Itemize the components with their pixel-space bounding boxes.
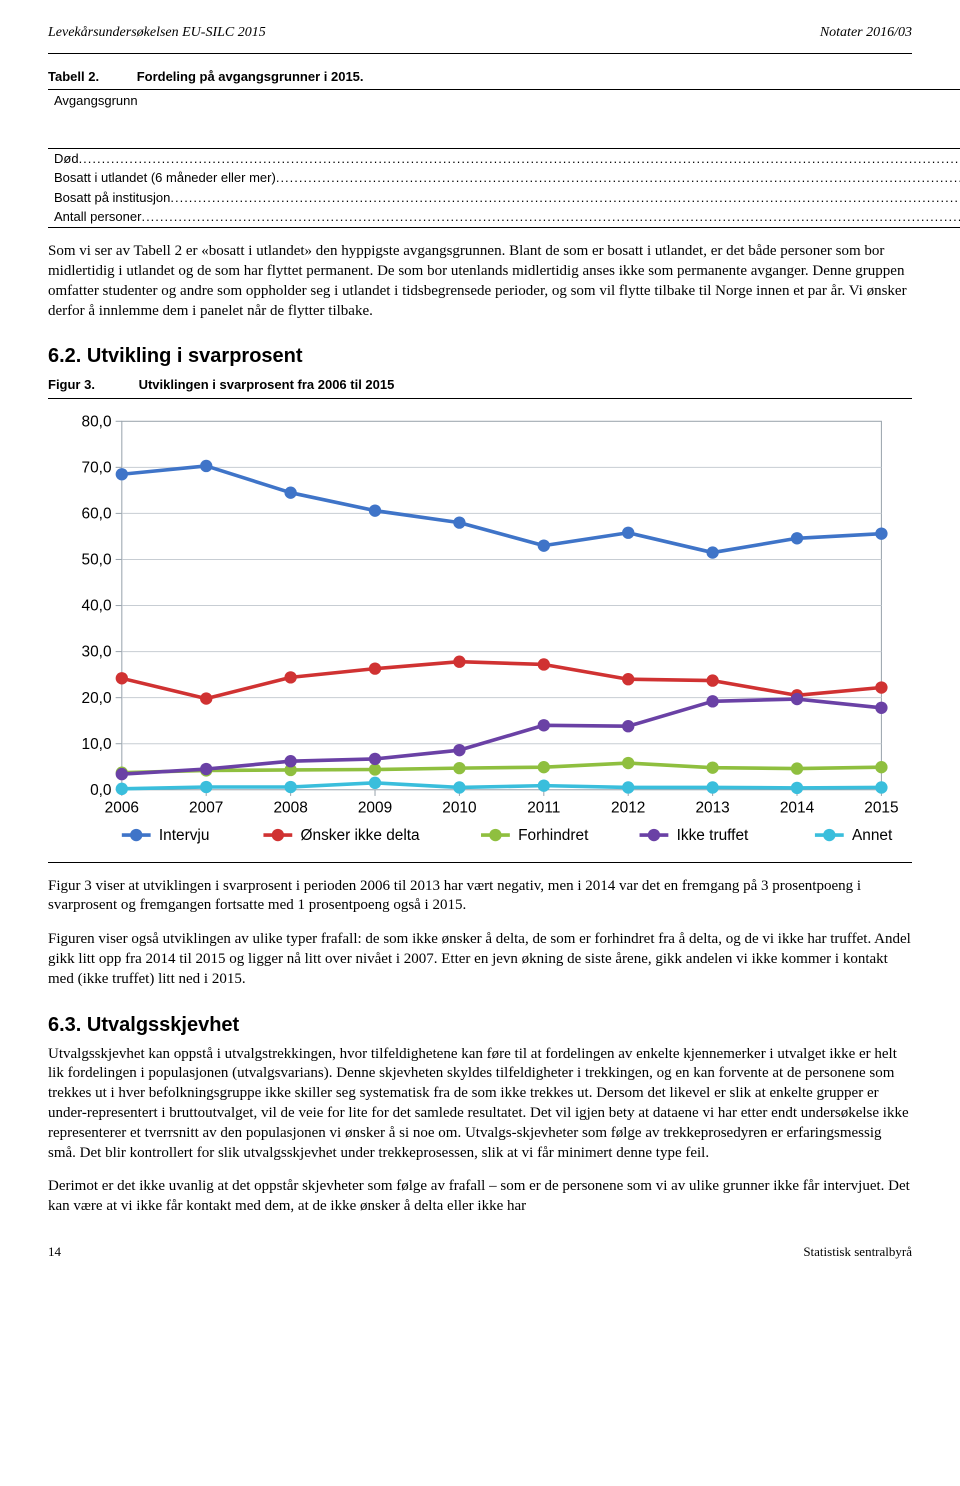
table2-caption: Tabell 2. Fordeling på avgangsgrunner i … [48,68,912,86]
section-6-3-title: 6.3. Utvalgsskjevhet [48,1012,912,1039]
row-label: Bosatt på institusjon [48,188,960,208]
svg-text:Ønsker ikke delta: Ønsker ikke delta [300,827,420,844]
svg-text:2009: 2009 [358,799,392,816]
table2-label: Tabell 2. [48,69,99,84]
figure3-caption: Figur 3. Utviklingen i svarprosent fra 2… [48,376,912,394]
row-label: Bosatt i utlandet (6 måneder eller mer) [48,168,960,188]
table2: Avgangsgrunn Antall avgang Prosentfordel… [48,89,960,228]
figure3-rule-bot [48,862,912,863]
svg-text:60,0: 60,0 [82,506,112,523]
table2-title: Fordeling på avgangsgrunner i 2015. [137,69,364,84]
svg-text:Intervju: Intervju [159,827,210,844]
table-row: Bosatt i utlandet (6 måneder eller mer)9… [48,168,960,188]
doc-title-right: Notater 2016/03 [820,24,912,43]
svg-text:2010: 2010 [442,799,476,816]
page-number: 14 [48,1243,61,1261]
running-header: Levekårsundersøkelsen EU-SILC 2015 Notat… [48,24,912,43]
svg-text:30,0: 30,0 [82,644,112,661]
svg-text:2006: 2006 [105,799,139,816]
table-row: Død62280,5 [48,148,960,169]
svg-text:2011: 2011 [527,799,560,816]
para-after-fig-2: Figuren viser også utviklingen av ulike … [48,930,912,989]
svg-text:80,0: 80,0 [82,413,112,430]
para-6-3-1: Utvalgsskjevhet kan oppstå i utvalgstrek… [48,1045,912,1164]
table-row: Bosatt på institusjon84350,7 [48,188,960,208]
svg-text:Annet: Annet [852,827,893,844]
table-row: Antall personer24311 761 [48,207,960,228]
row-label: Antall personer [48,207,960,228]
svg-text:Ikke truffet: Ikke truffet [677,827,749,844]
figure3-rule-top [48,398,912,399]
publisher: Statistisk sentralbyrå [803,1243,912,1261]
page-footer: 14 Statistisk sentralbyrå [48,1243,912,1261]
para-6-3-2: Derimot er det ikke uvanlig at det oppst… [48,1177,912,1217]
row-label: Død [48,148,960,169]
figure3-chart: 0,0 10,0 20,0 30,0 40,0 50,0 60,0 70,0 80,0 2006 2… [48,405,912,856]
section-6-2-title: 6.2. Utvikling i svarprosent [48,343,912,370]
doc-title-left: Levekårsundersøkelsen EU-SILC 2015 [48,24,266,43]
header-rule [48,53,912,54]
svg-text:2014: 2014 [780,799,815,816]
svg-text:2015: 2015 [864,799,898,816]
svg-text:10,0: 10,0 [82,736,112,753]
para-after-fig-1: Figur 3 viser at utviklingen i svarprose… [48,877,912,917]
para-after-table: Som vi ser av Tabell 2 er «bosatt i utla… [48,242,912,321]
svg-text:2008: 2008 [273,799,307,816]
line-chart-svg: 0,0 10,0 20,0 30,0 40,0 50,0 60,0 70,0 80,0 2006 2… [58,411,902,854]
figure3-title: Utviklingen i svarprosent fra 2006 til 2… [139,377,395,392]
svg-text:2013: 2013 [695,799,729,816]
svg-text:50,0: 50,0 [82,552,112,569]
svg-text:2012: 2012 [611,799,645,816]
svg-text:Forhindret: Forhindret [518,827,589,844]
figure3-label: Figur 3. [48,377,95,392]
svg-text:20,0: 20,0 [82,690,112,707]
table2-col0: Avgangsgrunn [48,90,960,148]
svg-text:70,0: 70,0 [82,459,112,476]
svg-text:40,0: 40,0 [82,598,112,615]
svg-text:2007: 2007 [189,799,223,816]
svg-text:0,0: 0,0 [90,782,111,799]
